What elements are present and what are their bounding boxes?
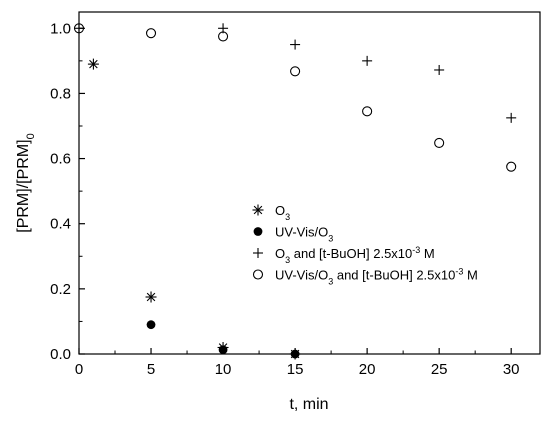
x-tick-label: 20 [359, 361, 376, 378]
data-point-open-circle [434, 137, 445, 148]
data-point-asterisk [145, 291, 157, 303]
y-tick-label: 1.0 [50, 20, 71, 37]
x-tick-label: 15 [287, 361, 304, 378]
legend-entry: UV-Vis/O3 and [t-BuOH] 2.5x10-3 M [252, 267, 478, 287]
data-layer [73, 23, 517, 360]
plot-frame [78, 11, 541, 355]
y-tick-label: 0.2 [50, 281, 71, 298]
legend-label: UV-Vis/O3 [275, 225, 333, 244]
x-tick-label: 30 [503, 361, 520, 378]
data-point-open-circle [145, 28, 157, 39]
x-tick-label: 0 [75, 361, 83, 378]
legend-marker-filled-circle [253, 227, 263, 236]
x-tick-label: 5 [147, 361, 155, 378]
legend-entry: UV-Vis/O3 [253, 225, 333, 244]
data-point-plus [74, 23, 84, 34]
data-point-plus [362, 55, 373, 66]
legend-marker-asterisk [252, 204, 264, 216]
y-tick-label: 0.8 [50, 85, 71, 102]
legend-label: UV-Vis/O3 and [t-BuOH] 2.5x10-3 M [275, 267, 478, 287]
data-point-plus [506, 112, 517, 123]
legend-label: O3 and [t-BuOH] 2.5x10-3 M [275, 245, 435, 265]
x-axis-label: t, min [289, 396, 328, 413]
data-point-open-circle [218, 31, 229, 42]
data-point-filled-circle [218, 345, 228, 355]
data-point-plus [290, 39, 301, 50]
legend-entry: O3 [252, 203, 290, 222]
series-filled-circle [146, 320, 300, 359]
tick-layer: 0 5 10 15 20 25 30 0.0 0.2 0.4 0.6 0.8 1.0 [50, 20, 519, 378]
y-tick-label: 0.4 [50, 216, 71, 233]
series-plus [74, 23, 517, 123]
x-tick-label: 10 [215, 361, 232, 378]
data-point-open-circle [290, 66, 301, 77]
data-point-open-circle [506, 161, 517, 172]
legend-label: O3 [275, 203, 290, 222]
legend-entry: O3 and [t-BuOH] 2.5x10-3 M [253, 245, 435, 265]
series-asterisk [87, 58, 301, 360]
legend-marker-open-circle [252, 269, 264, 280]
x-tick-label: 25 [431, 361, 448, 378]
legend-marker-plus [253, 248, 263, 258]
data-point-asterisk [87, 58, 99, 70]
data-point-filled-circle [290, 349, 300, 359]
data-point-filled-circle [146, 320, 156, 330]
data-point-plus [434, 64, 445, 75]
y-axis-label-main: [PRM]/[PRM] [15, 139, 32, 232]
data-point-open-circle [73, 23, 85, 34]
y-tick-label: 0.6 [50, 151, 71, 168]
data-point-open-circle [362, 106, 373, 117]
series-open-circle [73, 23, 517, 172]
y-axis-label: [PRM]/[PRM]0 [15, 133, 37, 232]
y-axis-label-sub: 0 [25, 133, 37, 139]
y-tick-label: 0.0 [50, 346, 71, 363]
